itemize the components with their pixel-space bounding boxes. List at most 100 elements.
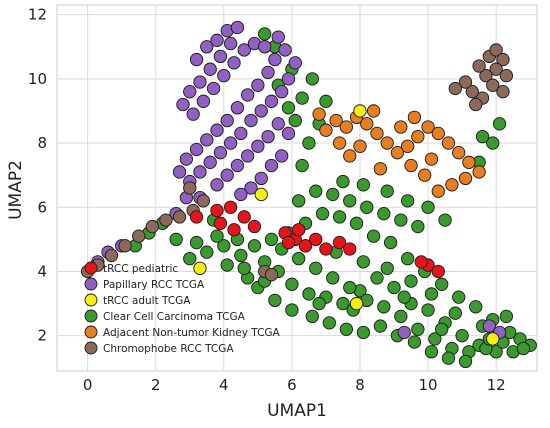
series-4	[189, 200, 445, 279]
data-point	[472, 59, 486, 73]
data-point	[343, 149, 357, 163]
legend-marker	[84, 277, 98, 291]
data-point	[220, 113, 234, 128]
data-point	[332, 210, 347, 224]
data-point	[469, 97, 483, 112]
data-point	[452, 290, 466, 304]
data-point	[220, 168, 234, 182]
data-point	[404, 274, 418, 288]
data-point	[319, 123, 333, 137]
data-point	[319, 242, 333, 256]
data-point	[237, 43, 251, 57]
legend: tRCC pediatric Papillary RCC TCGA tRCC adu…	[84, 261, 281, 355]
data-point	[499, 309, 514, 324]
data-point	[421, 303, 435, 317]
data-point	[475, 129, 490, 144]
data-point	[227, 56, 241, 70]
data-point	[469, 300, 483, 314]
data-point	[435, 277, 449, 291]
data-point	[366, 104, 381, 118]
data-point	[264, 232, 279, 247]
series-0	[128, 27, 537, 369]
data-point	[227, 223, 241, 237]
data-point	[438, 213, 452, 227]
data-point	[499, 68, 514, 83]
data-point	[264, 158, 279, 173]
data-point	[240, 88, 255, 102]
data-point	[159, 213, 173, 227]
data-point	[179, 152, 194, 166]
data-point	[271, 117, 285, 131]
data-point	[418, 168, 432, 182]
data-point	[465, 85, 479, 99]
data-point	[445, 178, 459, 192]
data-point	[254, 104, 268, 118]
data-point	[258, 40, 272, 54]
data-point	[251, 139, 265, 153]
data-point	[203, 62, 217, 76]
data-point	[343, 280, 357, 295]
data-point	[431, 264, 445, 279]
data-point	[292, 223, 306, 237]
data-point	[193, 261, 207, 275]
data-point	[336, 296, 350, 311]
data-point	[200, 40, 214, 54]
data-point	[210, 178, 224, 192]
data-point	[275, 149, 289, 163]
data-point	[486, 78, 500, 92]
data-point	[397, 290, 411, 304]
data-point	[373, 319, 388, 333]
data-point	[285, 277, 299, 291]
legend-marker	[84, 325, 98, 339]
data-point	[309, 184, 323, 198]
data-point	[145, 219, 159, 234]
data-point	[292, 194, 306, 208]
data-point	[210, 203, 224, 218]
legend-label: Adjacent Non-tumor Kidney TCGA	[103, 327, 281, 339]
data-point	[288, 113, 302, 128]
data-point	[326, 271, 340, 285]
y-axis-title: UMAP2	[6, 160, 26, 220]
data-point	[448, 306, 462, 320]
data-point	[223, 36, 238, 51]
legend-label: Chromophobe RCC TCGA	[103, 343, 234, 355]
series-2	[312, 104, 486, 198]
data-point	[230, 101, 245, 115]
data-point	[343, 242, 357, 256]
data-point	[441, 136, 456, 150]
x-axis-title: UMAP1	[267, 401, 327, 421]
data-point	[486, 332, 500, 346]
x-tick-label: 8	[355, 376, 365, 394]
data-point	[353, 104, 367, 118]
data-point	[275, 85, 289, 99]
data-point	[421, 200, 435, 214]
x-tick-label: 12	[487, 376, 506, 394]
data-point	[213, 216, 228, 230]
data-point	[189, 210, 204, 224]
legend-marker	[84, 341, 98, 355]
data-point	[404, 158, 418, 173]
data-point	[309, 232, 323, 247]
data-point	[172, 210, 187, 224]
data-point	[176, 97, 190, 112]
data-point	[431, 126, 445, 141]
data-point	[516, 341, 531, 356]
data-point	[298, 239, 313, 253]
data-point	[397, 325, 411, 340]
data-point	[400, 194, 415, 208]
data-point	[431, 184, 445, 198]
data-point	[244, 181, 258, 195]
data-point	[254, 171, 268, 186]
data-point	[424, 287, 439, 301]
data-point	[435, 322, 449, 336]
data-point	[322, 316, 336, 330]
data-point	[455, 329, 469, 343]
data-point	[230, 158, 245, 173]
data-point	[183, 251, 197, 266]
data-point	[414, 255, 428, 269]
data-point	[234, 248, 248, 263]
legend-marker	[84, 261, 98, 275]
data-point	[380, 136, 394, 150]
